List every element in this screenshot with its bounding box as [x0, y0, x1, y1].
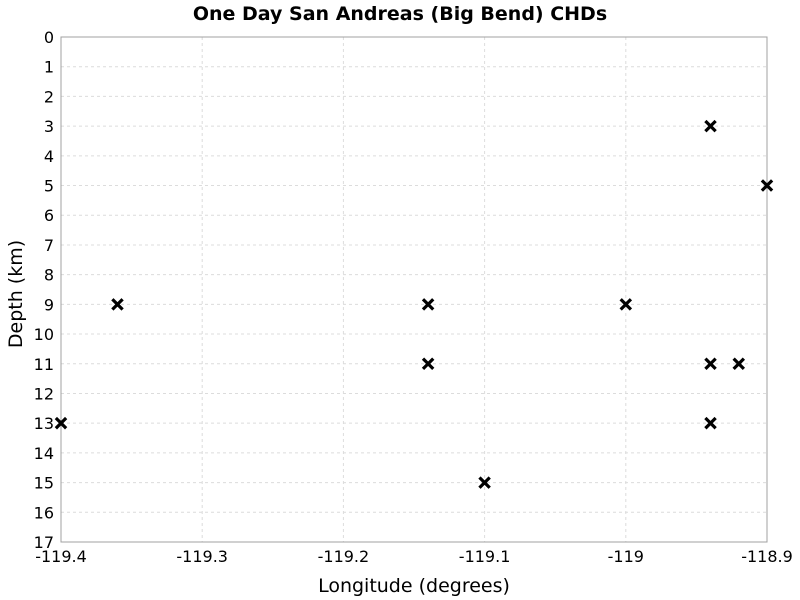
y-tick-label: 14: [34, 444, 54, 463]
y-tick-label: 15: [34, 474, 54, 493]
data-point: [760, 179, 774, 192]
x-tick-label: -119.3: [176, 547, 228, 566]
data-points: [54, 119, 774, 489]
data-point: [619, 298, 633, 311]
grid-layer: [60, 36, 768, 543]
data-point: [54, 416, 68, 430]
x-tick-label: -119.2: [318, 547, 370, 566]
y-tick-label: 6: [44, 206, 54, 225]
x-tick-label: -119.1: [459, 547, 511, 566]
y-tick-label: 7: [44, 236, 54, 255]
plot-frame: [60, 36, 768, 543]
y-tick-label: 4: [44, 147, 54, 166]
y-tick-label: 1: [44, 58, 54, 77]
x-tick-label: -118.9: [741, 547, 793, 566]
data-point: [704, 416, 717, 430]
y-tick-label: 8: [44, 266, 54, 285]
x-tick-label: -119: [608, 547, 644, 566]
y-tick-label: 9: [44, 295, 54, 314]
x-axis-label: Longitude (degrees): [318, 575, 510, 597]
y-tick-label: 0: [44, 28, 54, 47]
y-tick-label: 16: [34, 503, 54, 522]
data-point: [111, 298, 124, 311]
data-point: [421, 298, 435, 311]
y-tick-label: 13: [34, 414, 54, 433]
tick-labels: -119.4 -119.3 -119.2 -119.1 -119 -118.9012345…: [34, 28, 793, 566]
x-tick-label: -119.4: [35, 547, 87, 566]
data-point: [421, 357, 435, 371]
data-point: [478, 476, 491, 489]
y-tick-label: 5: [44, 177, 54, 196]
data-point: [704, 119, 717, 133]
data-point: [732, 357, 746, 371]
y-tick-label: 17: [34, 533, 54, 552]
y-tick-label: 11: [34, 355, 54, 374]
y-tick-label: 3: [44, 117, 54, 136]
data-point: [704, 357, 717, 371]
y-axis-label: Depth (km): [5, 240, 27, 348]
y-tick-label: 10: [34, 325, 54, 344]
chart-title: One Day San Andreas (Big Bend) CHDs: [193, 3, 607, 25]
y-tick-label: 2: [44, 87, 54, 106]
y-tick-label: 12: [34, 384, 54, 403]
